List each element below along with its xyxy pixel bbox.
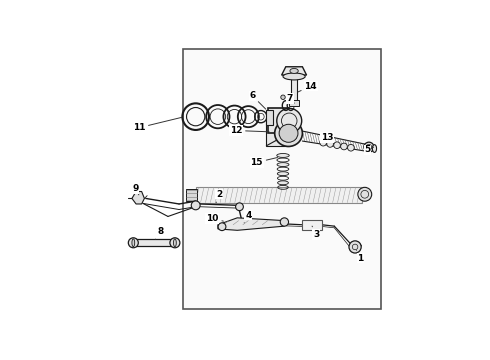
- Circle shape: [280, 218, 289, 226]
- Bar: [289, 100, 299, 105]
- Circle shape: [341, 143, 347, 150]
- Bar: [291, 76, 297, 102]
- Text: 5: 5: [365, 145, 374, 154]
- Circle shape: [347, 144, 354, 151]
- Bar: [183, 49, 381, 309]
- Ellipse shape: [173, 239, 176, 247]
- Text: 11: 11: [133, 117, 182, 132]
- Text: 2: 2: [216, 190, 222, 203]
- Circle shape: [128, 238, 138, 248]
- Ellipse shape: [277, 172, 289, 176]
- Ellipse shape: [290, 68, 298, 73]
- Circle shape: [218, 223, 226, 231]
- Polygon shape: [132, 192, 145, 204]
- Text: 14: 14: [298, 82, 317, 92]
- Text: 15: 15: [250, 157, 277, 167]
- Ellipse shape: [372, 145, 376, 152]
- Bar: [269, 108, 289, 133]
- Text: 3: 3: [312, 226, 319, 239]
- Text: 10: 10: [206, 214, 223, 223]
- Text: 8: 8: [155, 227, 164, 239]
- Circle shape: [334, 142, 341, 149]
- Circle shape: [327, 141, 334, 147]
- Bar: [186, 189, 196, 201]
- Ellipse shape: [278, 181, 289, 185]
- Polygon shape: [352, 242, 362, 251]
- Text: 13: 13: [321, 133, 334, 142]
- Ellipse shape: [275, 120, 302, 147]
- Text: 9: 9: [132, 184, 139, 195]
- Ellipse shape: [283, 73, 305, 80]
- Ellipse shape: [277, 153, 289, 157]
- Circle shape: [191, 201, 200, 210]
- Polygon shape: [218, 218, 284, 230]
- Ellipse shape: [132, 239, 135, 247]
- Circle shape: [236, 203, 244, 211]
- Text: 7: 7: [287, 94, 293, 105]
- Circle shape: [364, 142, 374, 152]
- Polygon shape: [282, 67, 307, 75]
- Circle shape: [358, 187, 372, 201]
- Text: 4: 4: [244, 211, 251, 223]
- Bar: [302, 220, 322, 230]
- Circle shape: [170, 238, 180, 248]
- Text: 6: 6: [249, 91, 266, 109]
- Bar: [135, 239, 173, 246]
- Circle shape: [349, 241, 361, 253]
- Ellipse shape: [279, 124, 298, 142]
- Circle shape: [320, 139, 326, 146]
- Text: 1: 1: [356, 250, 364, 262]
- Circle shape: [277, 108, 302, 133]
- Bar: [196, 187, 362, 203]
- Text: 12: 12: [230, 126, 269, 135]
- Ellipse shape: [277, 163, 289, 167]
- Circle shape: [281, 95, 285, 99]
- Bar: [267, 110, 273, 125]
- Bar: [267, 121, 289, 146]
